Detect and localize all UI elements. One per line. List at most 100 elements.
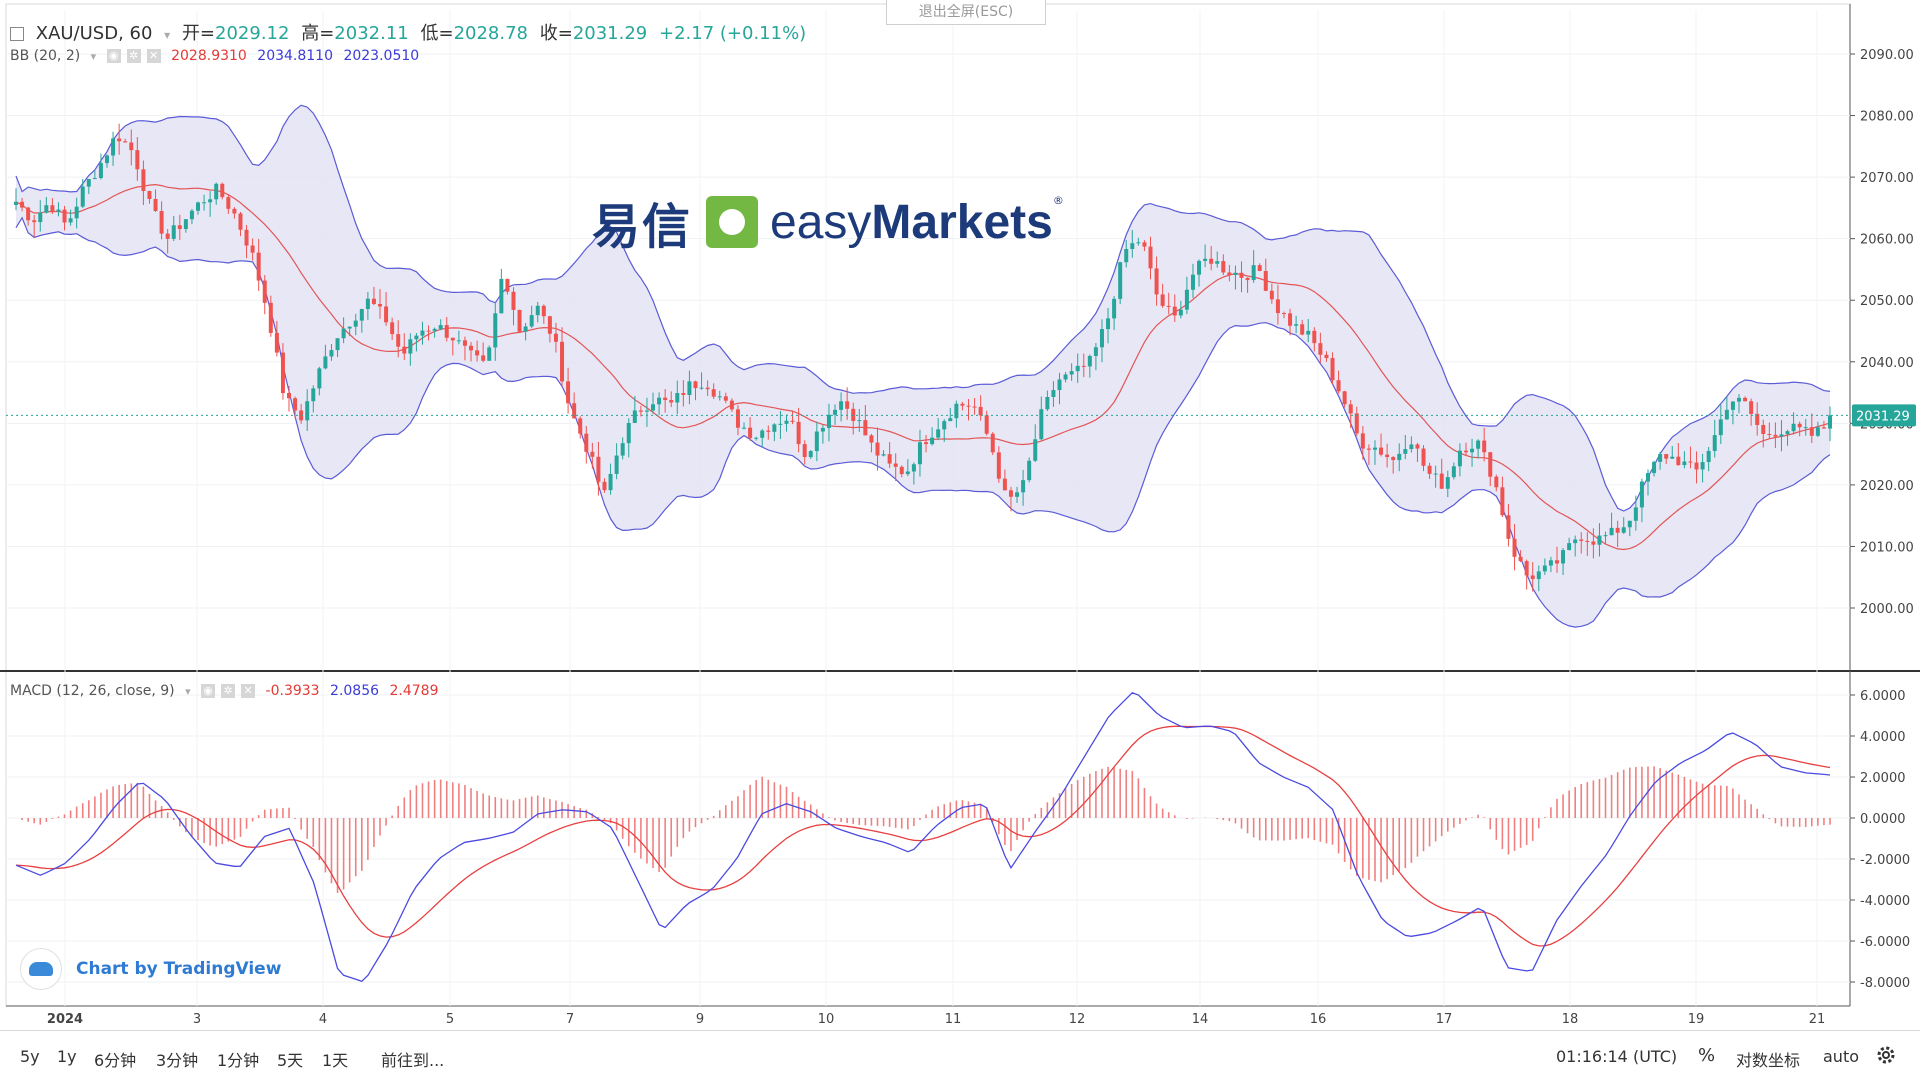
range-3min[interactable]: 3分钟 — [156, 1051, 199, 1070]
candle-body — [1694, 462, 1699, 470]
price-tick-label: 2000.00 — [1860, 602, 1914, 617]
exit-fullscreen-button[interactable]: 退出全屏(ESC) — [886, 0, 1046, 25]
log-scale-toggle[interactable]: 对数坐标 — [1736, 1051, 1801, 1070]
candle-body — [159, 210, 164, 234]
dropdown-icon[interactable]: ▾ — [164, 28, 171, 42]
candle-body — [620, 443, 625, 456]
candle-body — [1639, 481, 1644, 508]
candle-body — [1197, 260, 1202, 275]
candle-body — [135, 150, 140, 170]
candle-body — [111, 138, 116, 156]
close-icon[interactable]: ✕ — [241, 684, 256, 698]
bb-lower-value: 2023.0510 — [343, 48, 420, 64]
candle-body — [948, 418, 953, 422]
tradingview-text[interactable]: Chart by TradingView — [76, 959, 282, 979]
candle-body — [214, 183, 219, 200]
candle-body — [371, 298, 376, 304]
eye-icon[interactable]: ◉ — [201, 684, 216, 698]
candle-body — [1063, 374, 1068, 380]
close-icon[interactable]: ✕ — [146, 49, 161, 63]
settings-icon[interactable]: ✲ — [221, 684, 236, 698]
settings-icon[interactable]: ✲ — [126, 49, 141, 63]
range-1y[interactable]: 1y — [57, 1047, 77, 1066]
candle-body — [378, 303, 383, 307]
eye-icon[interactable]: ◉ — [106, 49, 121, 63]
candle-body — [1548, 560, 1553, 566]
candle-body — [1743, 397, 1748, 402]
candle-body — [1385, 454, 1390, 458]
candle-body — [705, 387, 710, 390]
range-1min[interactable]: 1分钟 — [217, 1051, 260, 1070]
candle-body — [268, 302, 273, 333]
candle-body — [1263, 270, 1268, 291]
candle-body — [675, 393, 680, 403]
range-5d[interactable]: 5天 — [277, 1051, 304, 1070]
candle-body — [38, 212, 43, 223]
candle-body — [1682, 461, 1687, 466]
candle-body — [1797, 423, 1802, 428]
time-tick-label: 19 — [1688, 1012, 1705, 1027]
candle-body — [1093, 347, 1098, 356]
price-tick-label: 2070.00 — [1860, 171, 1914, 186]
chart[interactable]: 2000.002010.002020.002030.002040.002050.… — [0, 0, 1920, 1030]
candle-body — [1330, 358, 1335, 381]
symbol-label[interactable]: XAU/USD, 60 — [35, 23, 153, 44]
bb-upper-line — [15, 104, 1831, 512]
candle-body — [511, 291, 516, 310]
candle-body — [1803, 427, 1808, 429]
tradingview-badge[interactable]: Chart by TradingView — [20, 948, 281, 990]
candle-body — [1227, 272, 1232, 275]
auto-scale-toggle[interactable]: auto — [1823, 1047, 1860, 1066]
candle-body — [105, 155, 110, 164]
candle-body — [584, 433, 589, 452]
bb-name[interactable]: BB (20, 2) — [10, 48, 81, 64]
candle-body — [778, 423, 783, 425]
candle-body — [1470, 448, 1475, 453]
macd-signal-value: 2.4789 — [389, 683, 439, 699]
candle-body — [978, 406, 983, 416]
candle-body — [499, 278, 504, 314]
candle-body — [693, 381, 698, 389]
candle-body — [1033, 439, 1038, 461]
candle-body — [1585, 540, 1590, 542]
candle-body — [1190, 274, 1195, 290]
candle-body — [905, 471, 910, 475]
candle-body — [1633, 507, 1638, 521]
last-price-label: 2031.29 — [1856, 409, 1910, 424]
candle-body — [1008, 490, 1013, 497]
candle-body — [1712, 435, 1717, 451]
candle-body — [347, 326, 352, 329]
gear-icon[interactable] — [1874, 1043, 1898, 1067]
price-tick-label: 2060.00 — [1860, 233, 1914, 248]
candle-body — [1421, 448, 1426, 466]
candle-body — [305, 401, 310, 421]
macd-name[interactable]: MACD (12, 26, close, 9) — [10, 683, 175, 699]
clock-readout[interactable]: 01:16:14 (UTC) — [1556, 1047, 1678, 1066]
percent-toggle[interactable]: % — [1698, 1045, 1716, 1066]
range-1d[interactable]: 1天 — [322, 1051, 349, 1070]
candle-body — [1300, 324, 1305, 335]
last-price-tag — [1852, 404, 1916, 427]
collapse-icon[interactable] — [10, 27, 24, 41]
candle-body — [1457, 450, 1462, 467]
range-5y[interactable]: 5y — [20, 1047, 40, 1066]
candle-body — [1354, 413, 1359, 434]
candle-body — [117, 138, 122, 142]
high-label: 高= — [301, 23, 335, 44]
candle-body — [990, 433, 995, 453]
dropdown-icon[interactable]: ▾ — [90, 50, 97, 63]
candle-body — [1160, 294, 1165, 306]
candle-body — [651, 404, 656, 411]
candle-body — [1099, 329, 1104, 348]
dropdown-icon[interactable]: ▾ — [185, 685, 191, 698]
candle-body — [1348, 404, 1353, 414]
candle-body — [1221, 261, 1226, 273]
candle-body — [50, 205, 55, 212]
price-tick-label: 2050.00 — [1860, 294, 1914, 309]
range-6min[interactable]: 6分钟 — [94, 1051, 137, 1070]
goto-date-button[interactable]: 前往到... — [381, 1051, 445, 1070]
candle-body — [839, 401, 844, 410]
candle-body — [669, 400, 674, 403]
candle-body — [1379, 447, 1384, 455]
candle-body — [887, 454, 892, 464]
